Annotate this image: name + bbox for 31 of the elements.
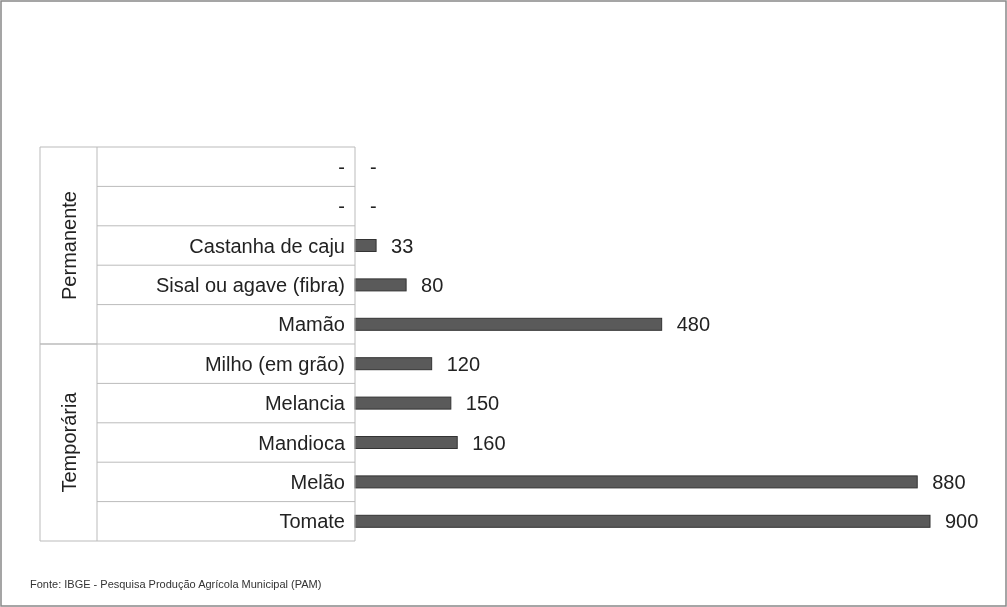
data-label: 160 [472,431,506,454]
bar [354,317,663,331]
data-label: 150 [465,392,500,415]
y-tick-label: Sisal ou agave (fibra) [156,273,345,296]
y-tick-label: - [338,155,345,178]
bar [354,357,433,371]
y-tick-label: Melancia [264,392,346,415]
y-tick-label: - [338,195,345,218]
data-label: 120 [446,352,481,375]
y-tick-label: Melão [290,470,345,493]
bar [354,278,407,292]
bar [354,436,458,449]
text: Permanente [57,191,80,300]
bar [354,396,452,410]
text: - [370,155,377,178]
text: Temporária [57,391,80,493]
text: - [370,195,377,218]
data-label: 480 [676,313,711,336]
source-note: Fonte: IBGE - Pesquisa Produção Agrícola Municipal (PAM) [30,578,322,590]
data-label: 80 [421,273,444,296]
bar [354,475,918,489]
y-tick-label: Mamão [278,313,345,336]
bar [354,239,377,252]
bar [354,514,931,528]
y-tick-label: Mandioca [258,431,346,454]
y-tick-label: Tomate [279,510,345,533]
data-label: 900 [945,510,979,533]
y-tick-label: Castanha de caju [189,234,345,257]
y-tick-label: Milho (em grão) [204,352,345,375]
data-label: 33 [391,234,414,257]
data-label: 880 [932,470,966,493]
